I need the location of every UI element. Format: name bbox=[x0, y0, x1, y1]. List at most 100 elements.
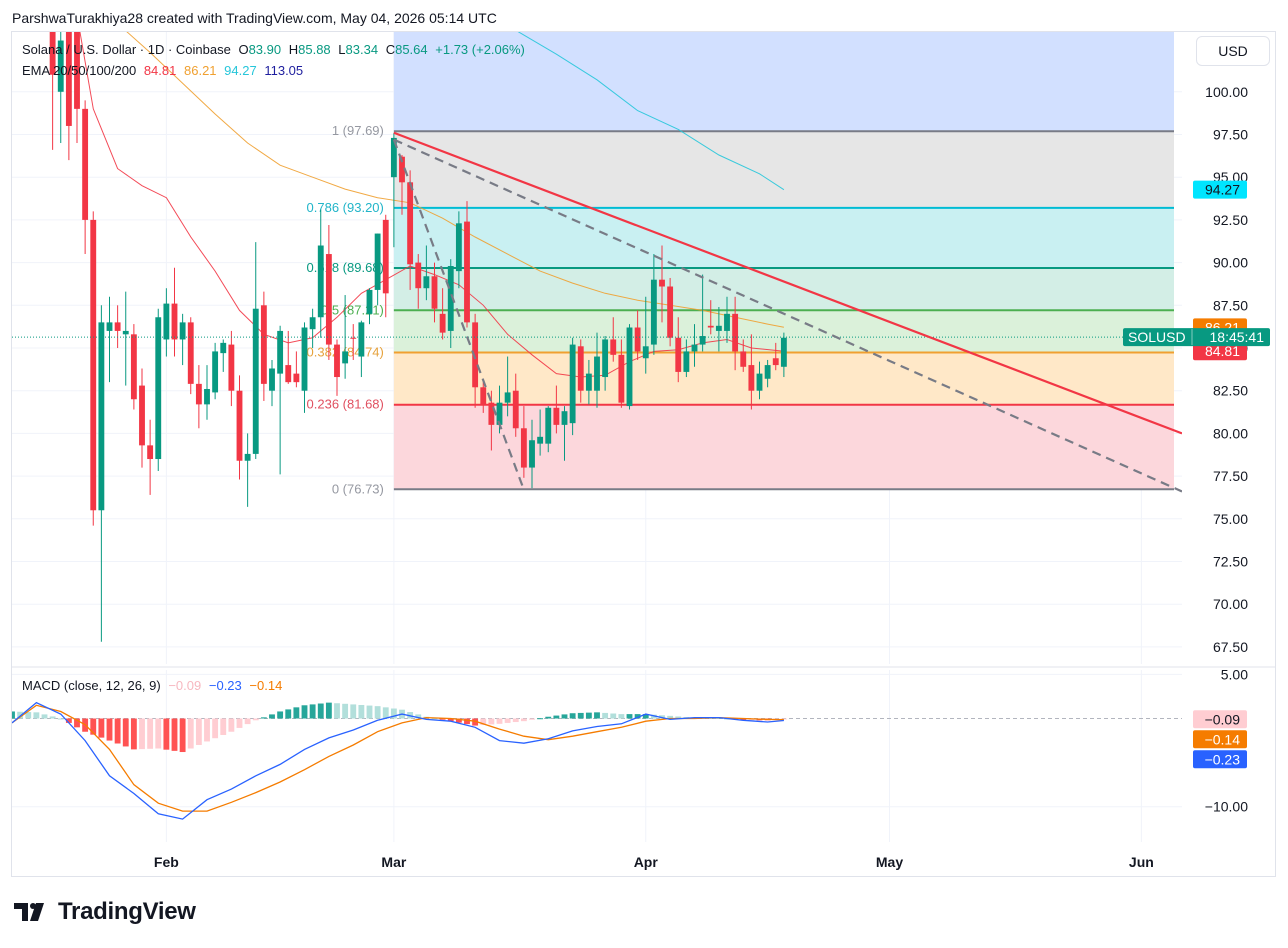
candle-body bbox=[49, 32, 56, 75]
macd-hist-badge: −0.09 bbox=[1205, 711, 1241, 727]
price-axis[interactable]: 100.0097.5095.0092.5090.0087.5085.0082.5… bbox=[1205, 84, 1248, 815]
ema50-value: 86.21 bbox=[184, 63, 217, 78]
macd-histogram-bar bbox=[472, 718, 479, 726]
candle-body bbox=[512, 390, 519, 429]
candle-body bbox=[667, 286, 674, 338]
candle-body bbox=[236, 390, 243, 461]
candle-body bbox=[707, 325, 714, 328]
macd-histogram-bar bbox=[74, 718, 80, 728]
countdown-badge: 18:45:41 bbox=[1210, 329, 1265, 345]
low-label: L bbox=[338, 42, 346, 57]
candle-body bbox=[98, 322, 105, 511]
symbol-legend[interactable]: Solana / U.S. Dollar · 1D · Coinbase O83… bbox=[22, 42, 529, 57]
macd-histogram-bar bbox=[106, 718, 113, 741]
macd-label: MACD (close, 12, 26, 9) bbox=[22, 678, 161, 693]
macd-histogram-bar bbox=[301, 705, 308, 719]
candle-body bbox=[244, 453, 251, 461]
macd-histogram-bar bbox=[659, 715, 665, 719]
macd-histogram-bar bbox=[650, 714, 657, 719]
candle-body bbox=[634, 327, 641, 352]
macd-signal-badge: −0.14 bbox=[1205, 731, 1241, 747]
macd-histogram-bar bbox=[236, 718, 243, 728]
candle-body bbox=[431, 276, 438, 309]
candle-body bbox=[561, 411, 568, 425]
macd-legend[interactable]: MACD (close, 12, 26, 9) −0.09 −0.23 −0.1… bbox=[22, 678, 286, 693]
candle-body bbox=[285, 365, 292, 383]
macd-histogram-bar bbox=[147, 718, 154, 749]
macd-histogram-bar bbox=[285, 709, 292, 719]
macd-line-badge: −0.23 bbox=[1205, 751, 1241, 767]
macd-histogram-bar bbox=[740, 718, 747, 721]
macd-histogram-bar bbox=[431, 718, 438, 720]
fib-zone bbox=[393, 131, 1174, 208]
macd-histogram-bar bbox=[537, 718, 544, 720]
macd-histogram-bar bbox=[49, 716, 56, 719]
candle-body bbox=[610, 339, 617, 355]
macd-histogram-bar bbox=[171, 718, 178, 751]
symbol-badge: SOLUSD bbox=[1128, 329, 1186, 345]
candle-body bbox=[472, 322, 479, 388]
macd-axis-tick: 5.00 bbox=[1221, 666, 1248, 682]
ema-label: EMA 20/50/100/200 bbox=[22, 63, 137, 78]
ema-legend[interactable]: EMA 20/50/100/200 84.81 86.21 94.27 113.… bbox=[22, 63, 307, 78]
price-axis-tick: 75.00 bbox=[1213, 511, 1248, 527]
macd-histogram-bar bbox=[309, 704, 316, 719]
candle-body bbox=[602, 339, 609, 378]
candle-body bbox=[122, 330, 129, 335]
candle-body bbox=[577, 346, 584, 391]
ema100-badge: 94.27 bbox=[1205, 182, 1240, 198]
macd-histogram-bar bbox=[496, 718, 503, 724]
currency-selector[interactable]: USD bbox=[1196, 36, 1270, 66]
time-axis-tick: Mar bbox=[381, 854, 406, 870]
candle-body bbox=[488, 402, 495, 425]
candle-body bbox=[252, 308, 259, 454]
candle-body bbox=[683, 351, 690, 372]
candle-body bbox=[260, 305, 267, 384]
candle-body bbox=[537, 436, 544, 444]
ema100-badge-bg bbox=[1193, 180, 1247, 199]
high-value: 85.88 bbox=[298, 42, 331, 57]
macd-histogram-bar bbox=[382, 707, 389, 719]
candle-body bbox=[277, 330, 284, 374]
candle-body bbox=[130, 334, 137, 400]
macd-histogram-bar bbox=[610, 713, 617, 719]
macd-histogram-bar bbox=[122, 718, 129, 747]
close-value: 85.64 bbox=[395, 42, 428, 57]
candle-body bbox=[504, 392, 511, 403]
candle-body bbox=[220, 342, 227, 354]
tradingview-logo[interactable]: TradingView bbox=[14, 898, 196, 926]
candle-body bbox=[163, 303, 170, 340]
attribution-text: ParshwaTurakhiya28 created with TradingV… bbox=[12, 10, 497, 26]
macd-histogram-bar bbox=[293, 707, 300, 719]
candle-body bbox=[293, 373, 300, 383]
candle-body bbox=[82, 108, 89, 220]
brand-name: TradingView bbox=[58, 898, 196, 925]
candle-body bbox=[415, 262, 422, 289]
price-axis-tick: 90.00 bbox=[1213, 255, 1248, 271]
candle-body bbox=[748, 365, 755, 391]
macd-histogram-bar bbox=[139, 718, 145, 750]
macd-histogram-bar bbox=[488, 718, 495, 725]
macd-histogram-bar bbox=[504, 718, 511, 723]
candle-body bbox=[732, 313, 739, 352]
candle-body bbox=[57, 40, 64, 92]
time-axis[interactable]: Feb Mar Apr May Jun bbox=[154, 854, 1154, 870]
ema100-value: 94.27 bbox=[224, 63, 257, 78]
time-axis-tick: Apr bbox=[634, 854, 659, 870]
trendlines[interactable] bbox=[392, 131, 1182, 493]
fibonacci-retracement[interactable]: 1 (97.69)0.786 (93.20)0.618 (89.68)0.5 (… bbox=[307, 32, 1174, 496]
candle-body bbox=[699, 336, 706, 345]
candle-body bbox=[715, 325, 722, 331]
candle-body bbox=[464, 221, 470, 323]
candle-body bbox=[423, 276, 430, 289]
candle-body bbox=[228, 344, 235, 391]
dashed-trendline bbox=[392, 139, 525, 491]
time-axis-tick: Feb bbox=[154, 854, 179, 870]
candle-body bbox=[106, 322, 113, 331]
open-value: 83.90 bbox=[248, 42, 282, 57]
fib-zone bbox=[393, 268, 1174, 311]
candle-body bbox=[407, 182, 414, 265]
high-label: H bbox=[288, 42, 299, 57]
macd-histogram-bar bbox=[12, 711, 15, 719]
